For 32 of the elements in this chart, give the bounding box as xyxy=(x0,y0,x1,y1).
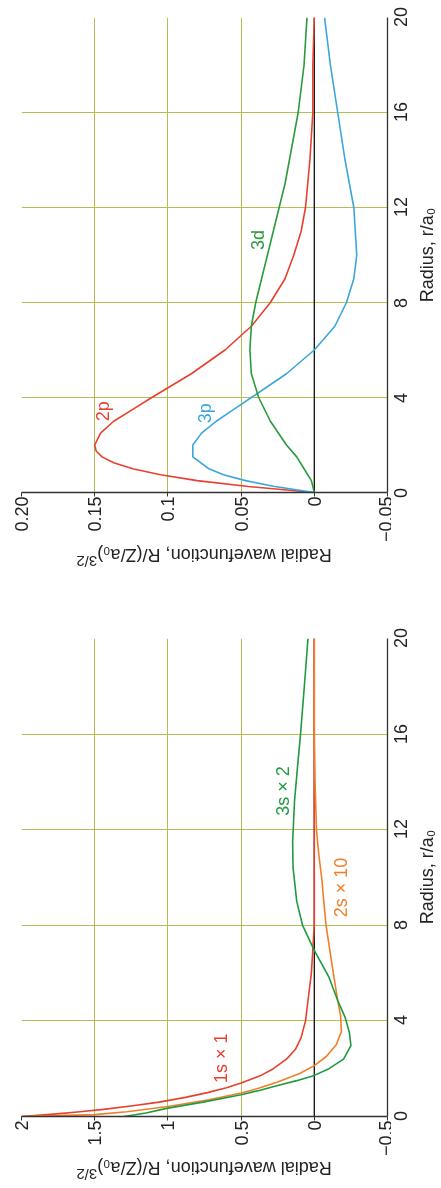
x-tick-label: 0.5 xyxy=(231,1120,252,1146)
text: 3d xyxy=(248,229,269,250)
text: 3p xyxy=(195,403,216,424)
text: 2p xyxy=(92,401,113,422)
y-axis-title: Radius, r/a₀ xyxy=(417,829,439,925)
y-tick-label: 8 xyxy=(391,297,413,308)
x-tick-label: 0.20 xyxy=(12,496,32,532)
x-tick-label: 0 xyxy=(304,496,325,507)
y-tick-label: 20 xyxy=(391,6,413,28)
x-tick-label: 1 xyxy=(158,1120,179,1131)
x-tick-label: 2 xyxy=(12,1120,32,1131)
y-tick-label: 12 xyxy=(391,197,413,218)
y-tick-label: 16 xyxy=(391,723,413,744)
text: 3s × 2 xyxy=(273,766,294,816)
y-tick-label: 0 xyxy=(391,487,413,499)
y-tick-label: 12 xyxy=(391,819,413,840)
x-tick-label: −0.05 xyxy=(375,496,396,543)
x-tick-label: 0.05 xyxy=(231,496,252,532)
y-tick-label: 0 xyxy=(391,1110,413,1122)
y-axis-title: Radius, r/a₀ xyxy=(417,207,439,303)
text: 1s × 1 xyxy=(211,1033,232,1084)
x-tick-label: 0 xyxy=(304,1120,325,1131)
x-tick-label: 0.1 xyxy=(158,496,179,522)
x-tick-label: −0.5 xyxy=(375,1120,396,1157)
y-tick-label: 4 xyxy=(391,392,413,403)
y-tick-label: 16 xyxy=(391,102,413,123)
y-tick-label: 8 xyxy=(391,919,413,930)
text: 2s × 10 xyxy=(331,857,352,918)
x-tick-label: 0.15 xyxy=(85,496,106,532)
y-tick-label: 20 xyxy=(391,627,413,649)
x-tick-label: 1.5 xyxy=(85,1120,106,1146)
y-tick-label: 4 xyxy=(391,1015,413,1026)
